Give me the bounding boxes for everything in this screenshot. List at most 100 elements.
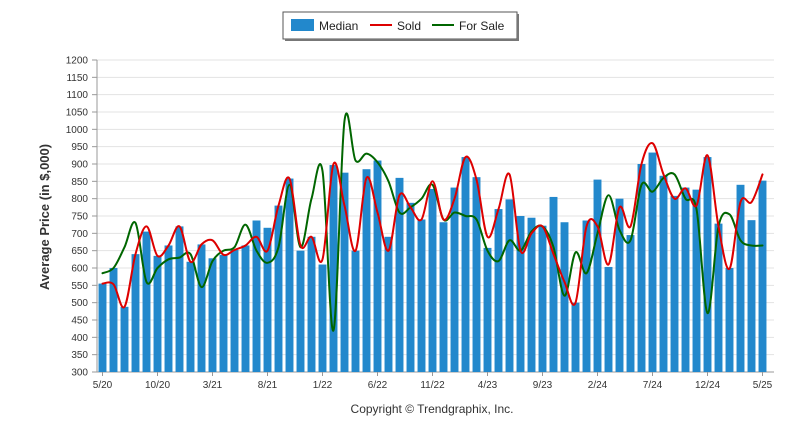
- median-bar: [318, 264, 327, 372]
- y-tick-label: 1150: [66, 73, 88, 84]
- legend: Median Sold For Sale: [282, 11, 519, 41]
- median-bar: [725, 268, 734, 372]
- median-bar: [615, 198, 624, 372]
- y-tick-label: 400: [71, 333, 88, 344]
- median-bar: [186, 261, 195, 372]
- median-bar: [373, 160, 382, 372]
- x-tick-label: 2/24: [588, 380, 608, 391]
- median-bar: [714, 223, 723, 372]
- median-bar: [560, 222, 569, 372]
- median-bar: [164, 245, 173, 372]
- median-bar: [505, 199, 514, 372]
- median-bar: [307, 236, 316, 372]
- median-bar: [175, 226, 184, 372]
- x-tick-label: 12/24: [695, 380, 720, 391]
- median-bar: [637, 164, 646, 372]
- median-bar: [604, 266, 613, 372]
- x-tick-label: 4/23: [478, 380, 498, 391]
- median-bar: [692, 189, 701, 372]
- median-bar: [153, 255, 162, 372]
- median-bar: [582, 220, 591, 372]
- y-tick-label: 550: [71, 281, 88, 292]
- median-bar: [362, 169, 371, 372]
- legend-median-swatch: [291, 19, 314, 31]
- y-tick-label: 750: [71, 212, 88, 223]
- median-bar: [450, 187, 459, 372]
- median-bar: [439, 222, 448, 372]
- median-bar: [197, 244, 206, 372]
- median-bar: [131, 254, 140, 372]
- median-bar: [516, 216, 525, 372]
- legend-frame: [282, 11, 518, 40]
- x-tick-label: 5/20: [93, 380, 113, 391]
- y-tick-label: 700: [71, 229, 88, 240]
- legend-median-label: Median: [319, 19, 358, 33]
- y-tick-label: 950: [71, 142, 88, 153]
- x-tick-label: 5/25: [753, 380, 773, 391]
- median-bar: [230, 249, 239, 372]
- median-bar: [241, 245, 250, 372]
- median-bar: [681, 187, 690, 372]
- y-tick-label: 450: [71, 316, 88, 327]
- median-bar: [98, 283, 107, 372]
- y-tick-label: 800: [71, 194, 88, 205]
- median-bar: [571, 302, 580, 372]
- median-bar: [549, 196, 558, 372]
- median-bar: [340, 172, 349, 372]
- x-tick-label: 7/24: [643, 380, 663, 391]
- copyright-credit: Copyright © Trendgraphix, Inc.: [351, 402, 514, 416]
- median-bar: [208, 258, 217, 372]
- median-bar: [736, 184, 745, 372]
- median-bar: [296, 250, 305, 372]
- y-tick-label: 900: [71, 160, 88, 171]
- median-bar: [538, 225, 547, 372]
- median-bar: [494, 209, 503, 372]
- median-bar: [703, 157, 712, 372]
- median-bar: [659, 175, 668, 372]
- median-bar: [417, 219, 426, 372]
- median-bar: [406, 202, 415, 372]
- x-tick-label: 10/20: [145, 380, 170, 391]
- median-bar: [527, 217, 536, 372]
- median-bar: [351, 250, 360, 372]
- x-tick-label: 3/21: [203, 380, 223, 391]
- legend-sold-label: Sold: [397, 19, 421, 33]
- median-bar: [428, 188, 437, 372]
- median-bar: [384, 236, 393, 372]
- y-tick-label: 300: [71, 368, 88, 379]
- sold-line: [101, 142, 764, 309]
- x-tick-label: 11/22: [420, 380, 445, 391]
- median-bar: [461, 157, 470, 372]
- median-bars: [98, 152, 767, 372]
- median-bar: [263, 227, 272, 372]
- median-bar: [274, 205, 283, 372]
- x-tick-label: 1/22: [313, 380, 333, 391]
- y-axis-title: Average Price (in $,000): [37, 144, 52, 290]
- y-tick-label: 1050: [66, 108, 89, 119]
- median-bar: [593, 179, 602, 372]
- for-sale-line: [101, 112, 764, 332]
- median-bar: [758, 180, 767, 372]
- median-bar: [142, 231, 151, 372]
- median-bar: [252, 220, 261, 372]
- y-tick-label: 1000: [66, 125, 89, 136]
- median-bar: [109, 268, 118, 372]
- median-bar: [472, 177, 481, 372]
- median-bar: [329, 165, 338, 372]
- y-tick-label: 600: [71, 264, 88, 275]
- median-bar: [747, 220, 756, 372]
- median-bar: [285, 178, 294, 372]
- median-bar: [395, 177, 404, 372]
- price-lines: [101, 112, 764, 332]
- y-tick-label: 350: [71, 350, 88, 361]
- y-tick-label: 500: [71, 298, 88, 309]
- x-tick-label: 6/22: [368, 380, 388, 391]
- median-bar: [219, 254, 228, 372]
- x-tick-label: 8/21: [258, 380, 278, 391]
- median-bar: [648, 152, 657, 372]
- median-bar: [670, 195, 679, 372]
- median-bar: [120, 306, 129, 372]
- y-tick-label: 1100: [66, 90, 88, 101]
